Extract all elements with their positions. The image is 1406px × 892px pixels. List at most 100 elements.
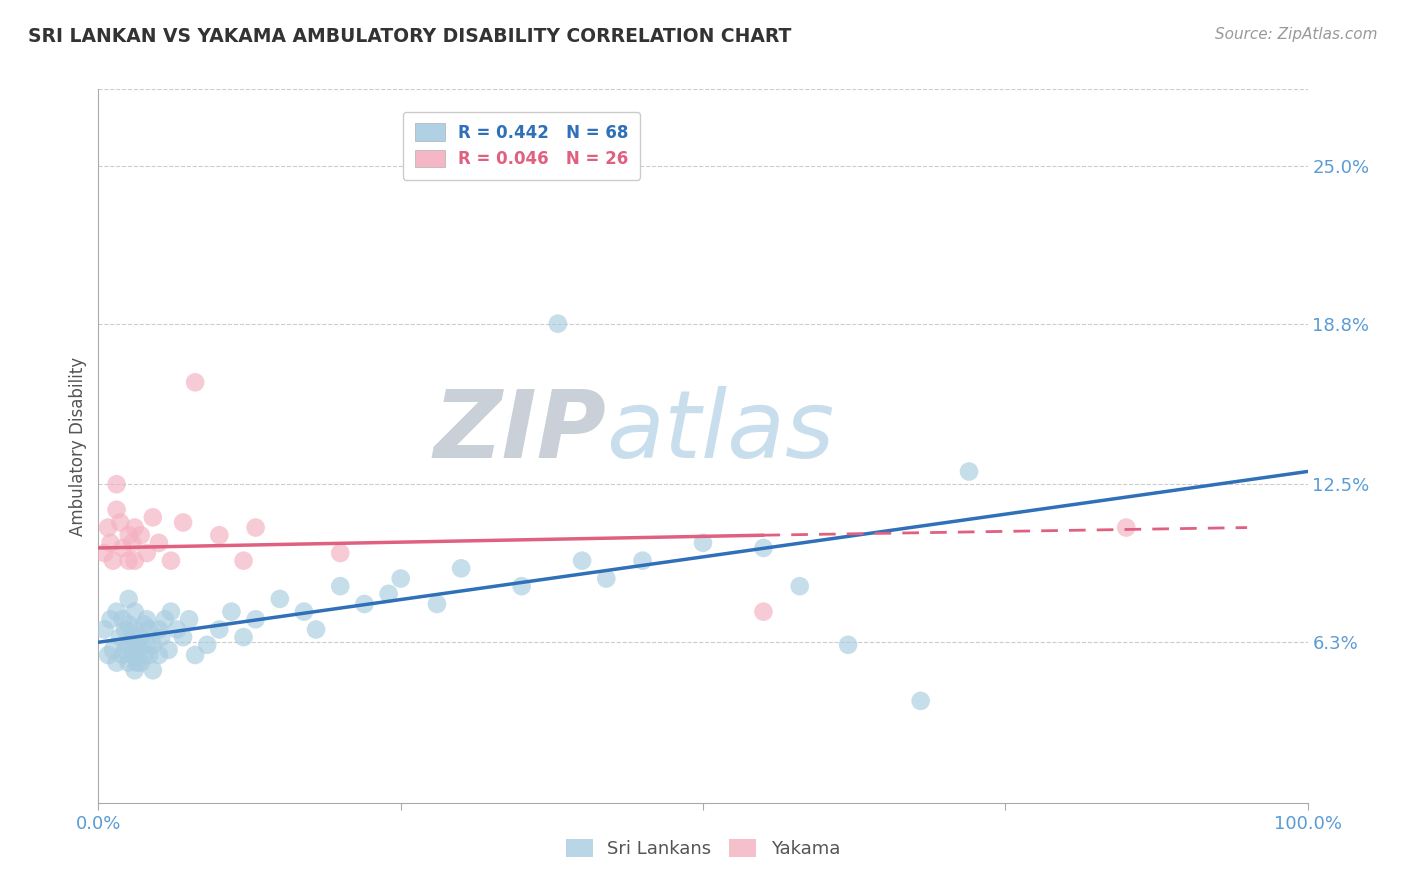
Point [148,623,170,637]
Point [752,605,775,619]
Point [292,605,315,619]
Point [105,477,128,491]
Point [910,694,932,708]
Point [129,528,152,542]
Point [208,623,231,637]
Point [135,638,157,652]
Point [124,623,146,637]
Point [138,648,160,662]
Point [108,630,131,644]
Point [153,612,176,626]
Point [631,554,654,568]
Point [129,630,152,644]
Point [101,643,124,657]
Point [377,587,399,601]
Point [142,663,165,677]
Point [789,579,811,593]
Point [135,612,157,626]
Point [269,591,291,606]
Point [160,554,183,568]
Point [353,597,375,611]
Text: Source: ZipAtlas.com: Source: ZipAtlas.com [1215,27,1378,42]
Point [571,554,593,568]
Point [329,546,352,560]
Point [111,648,134,662]
Point [179,612,201,626]
Point [101,554,124,568]
Point [118,638,141,652]
Point [114,643,136,657]
Y-axis label: Ambulatory Disability: Ambulatory Disability [69,357,87,535]
Point [124,520,146,534]
Point [111,612,134,626]
Point [100,536,122,550]
Point [105,605,128,619]
Point [138,623,160,637]
Text: SRI LANKAN VS YAKAMA AMBULATORY DISABILITY CORRELATION CHART: SRI LANKAN VS YAKAMA AMBULATORY DISABILI… [28,27,792,45]
Point [124,605,146,619]
Point [329,579,352,593]
Point [547,317,569,331]
Point [595,572,617,586]
Point [157,643,180,657]
Point [118,656,141,670]
Point [93,546,115,560]
Point [127,656,149,670]
Point [105,502,128,516]
Point [389,572,412,586]
Point [195,638,218,652]
Point [166,623,188,637]
Point [134,617,156,632]
Point [118,617,141,632]
Point [124,554,146,568]
Point [426,597,449,611]
Point [121,630,143,644]
Point [124,663,146,677]
Point [1115,520,1137,534]
Point [93,623,115,637]
Point [221,605,243,619]
Point [837,638,859,652]
Point [245,520,267,534]
Point [108,516,131,530]
Point [752,541,775,555]
Point [121,536,143,550]
Point [172,630,194,644]
Point [118,528,141,542]
Point [134,648,156,662]
Point [118,591,141,606]
Point [135,546,157,560]
Point [184,648,207,662]
Point [97,648,120,662]
Point [129,656,152,670]
Point [105,656,128,670]
Point [184,376,207,390]
Point [100,612,122,626]
Point [957,465,980,479]
Text: atlas: atlas [606,386,835,477]
Point [118,554,141,568]
Point [127,638,149,652]
Point [142,510,165,524]
Point [208,528,231,542]
Point [114,623,136,637]
Point [124,643,146,657]
Point [148,536,170,550]
Point [245,612,267,626]
Legend: Sri Lankans, Yakama: Sri Lankans, Yakama [558,831,848,865]
Point [510,579,533,593]
Point [97,520,120,534]
Text: ZIP: ZIP [433,385,606,478]
Point [450,561,472,575]
Point [148,648,170,662]
Point [172,516,194,530]
Point [232,630,254,644]
Point [111,541,134,555]
Point [232,554,254,568]
Point [305,623,328,637]
Point [692,536,714,550]
Point [121,648,143,662]
Point [150,630,173,644]
Point [142,638,165,652]
Point [160,605,183,619]
